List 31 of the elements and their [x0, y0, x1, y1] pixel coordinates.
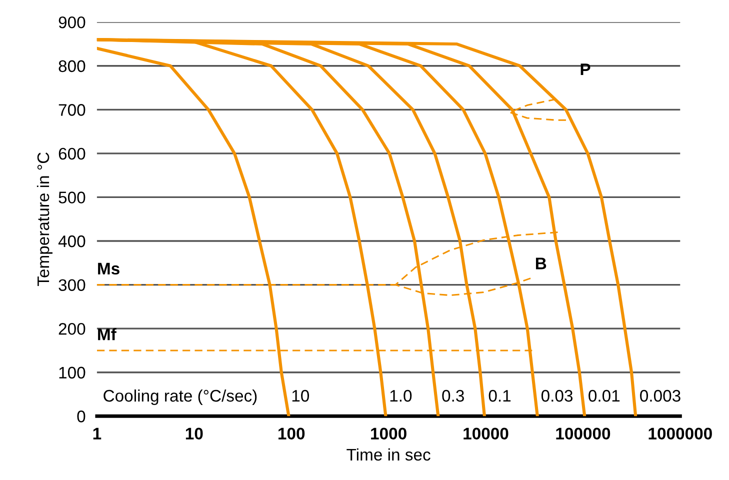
y-tick-label: 100 — [59, 366, 86, 379]
series-label: 0.003 — [640, 390, 680, 402]
y-tick-label: 0 — [77, 410, 86, 422]
series-label: Mf — [98, 328, 116, 340]
x-tick-label: 1 — [93, 428, 102, 440]
series-label: 0.03 — [541, 390, 573, 402]
y-tick-label: 600 — [58, 148, 86, 160]
y-tick-label: 400 — [58, 235, 86, 248]
series-label: B — [536, 258, 546, 270]
y-tick-label: 700 — [58, 104, 86, 116]
series-label: 0.1 — [488, 390, 511, 402]
y-tick-label: 300 — [58, 279, 86, 292]
x-tick-label: 1000 — [371, 428, 406, 440]
series-label: 10 — [292, 390, 310, 402]
series-label: 0.3 — [442, 390, 464, 402]
series-label: 0.01 — [588, 390, 620, 402]
series-label: 1.0 — [390, 390, 412, 402]
x-tick-label: 100000 — [556, 428, 610, 440]
text: P — [580, 64, 590, 76]
x-axis-title: Time in sec — [346, 448, 430, 461]
annotation: Cooling rate (°C/sec) — [104, 389, 257, 406]
y-tick-label: 500 — [58, 192, 86, 204]
y-tick-label: 900 — [58, 16, 86, 28]
y-tick-label: 800 — [58, 60, 86, 72]
y-axis-title: Temperature in °C — [36, 152, 52, 286]
x-tick-label: 10000 — [464, 428, 508, 440]
x-tick-label: 1000000 — [648, 428, 712, 440]
series-label: Ms — [98, 262, 120, 275]
x-tick-label: 10 — [186, 428, 203, 440]
y-tick-label: 200 — [58, 322, 86, 335]
x-tick-label: 100 — [278, 428, 305, 440]
